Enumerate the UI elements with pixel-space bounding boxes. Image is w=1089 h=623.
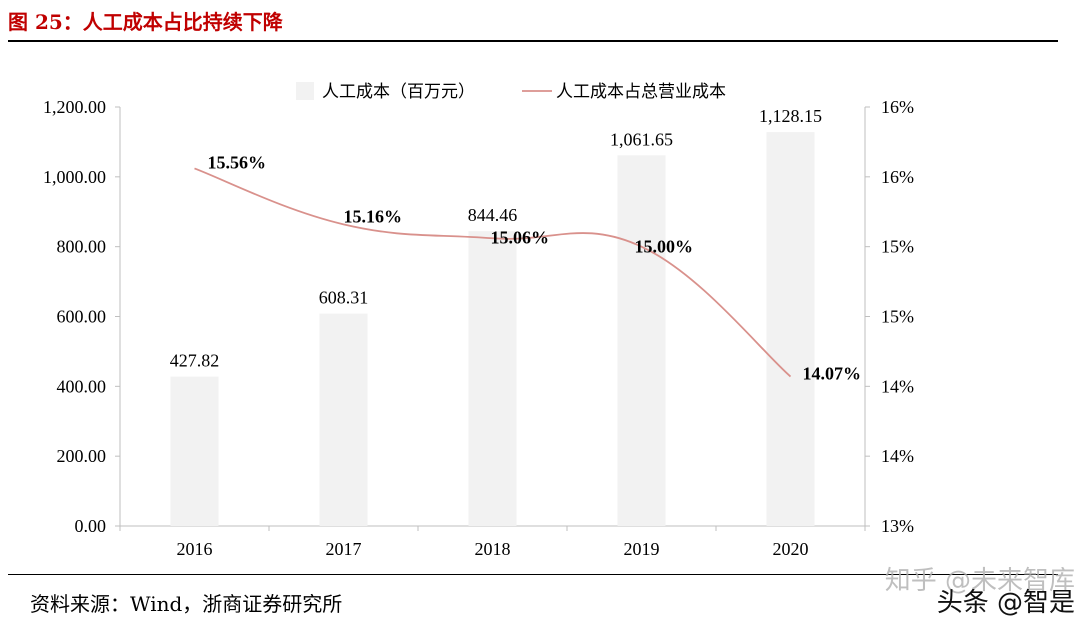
x-tick-label: 2017 <box>326 539 362 559</box>
right-tick-label: 15% <box>881 307 914 327</box>
right-tick-label: 16% <box>881 167 914 187</box>
title-rule <box>8 40 1058 42</box>
line-data-label: 15.06% <box>491 227 550 247</box>
bar <box>468 231 517 527</box>
right-tick-label: 16% <box>881 97 914 117</box>
bar-data-label: 1,128.15 <box>759 106 822 126</box>
right-tick-label: 14% <box>881 376 914 396</box>
bar-data-label: 844.46 <box>468 205 518 225</box>
right-tick-label: 13% <box>881 516 914 536</box>
x-tick-label: 2020 <box>773 539 809 559</box>
legend-label-line: 人工成本占总营业成本 <box>556 82 726 102</box>
line-data-label: 15.16% <box>344 206 403 226</box>
bar <box>319 313 368 526</box>
line-data-label: 15.56% <box>208 152 267 172</box>
left-tick-label: 600.00 <box>57 307 107 327</box>
x-tick-label: 2016 <box>177 539 213 559</box>
left-tick-label: 0.00 <box>75 516 107 536</box>
figure-title: 图 25：人工成本占比持续下降 <box>8 10 283 34</box>
right-tick-label: 15% <box>881 237 914 257</box>
left-tick-label: 400.00 <box>57 376 107 396</box>
bar <box>766 132 815 526</box>
line-series <box>194 167 792 378</box>
line-data-label: 14.07% <box>803 364 862 384</box>
x-tick-label: 2018 <box>475 539 511 559</box>
source-rule <box>8 574 1058 575</box>
watermark: 知乎 @未来智库 <box>884 566 1075 596</box>
bar <box>617 155 666 527</box>
left-tick-label: 800.00 <box>57 237 107 257</box>
left-tick-label: 1,200.00 <box>43 97 106 117</box>
source-note: 资料来源：Wind，浙商证券研究所 <box>30 592 343 616</box>
left-tick-label: 200.00 <box>57 446 107 466</box>
bar-data-label: 427.82 <box>170 351 220 371</box>
bar-data-label: 608.31 <box>319 288 369 308</box>
x-tick-label: 2019 <box>624 539 660 559</box>
right-tick-label: 14% <box>881 446 914 466</box>
left-tick-label: 1,000.00 <box>43 167 106 187</box>
bar <box>170 376 219 526</box>
legend-label-bar: 人工成本（百万元） <box>322 82 475 102</box>
legend-swatch-bar <box>296 82 314 100</box>
line-data-label: 15.00% <box>635 237 694 257</box>
bar-data-label: 1,061.65 <box>610 129 673 149</box>
watermark-secondary: 头条 @智是 <box>936 588 1075 618</box>
